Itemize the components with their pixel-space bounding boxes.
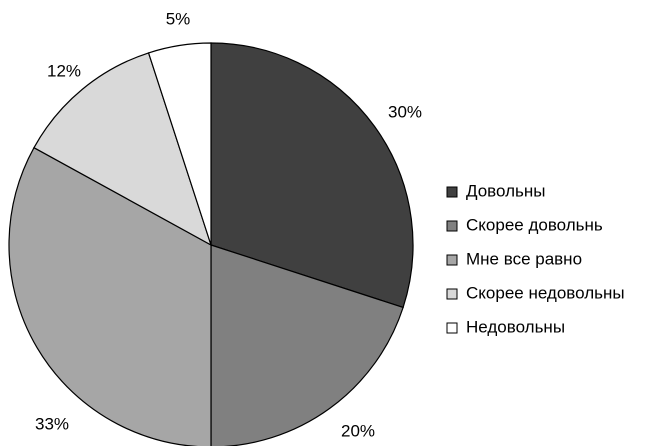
data-label: 12% — [47, 61, 81, 80]
pie-slice — [8, 146, 212, 446]
legend-label: Недовольны — [466, 317, 565, 336]
legend-swatch — [446, 288, 458, 300]
legend-swatch — [446, 254, 458, 266]
pie-slice — [33, 52, 213, 247]
data-label: 5% — [166, 9, 191, 28]
legend-label: Довольны — [466, 181, 545, 200]
legend-swatch — [446, 186, 458, 198]
legend-swatch — [446, 322, 458, 334]
data-label: 20% — [341, 421, 375, 440]
legend-label: Скорее довольнь — [466, 215, 603, 234]
data-label: 33% — [35, 414, 69, 433]
data-label: 30% — [388, 102, 422, 121]
legend-label: Скорее недовольны — [466, 283, 625, 302]
legend-label: Мне все равно — [466, 249, 582, 268]
pie-slice — [210, 244, 404, 446]
pie-slice — [147, 42, 212, 246]
legend-swatch — [446, 220, 458, 232]
pie-slice — [210, 42, 414, 309]
